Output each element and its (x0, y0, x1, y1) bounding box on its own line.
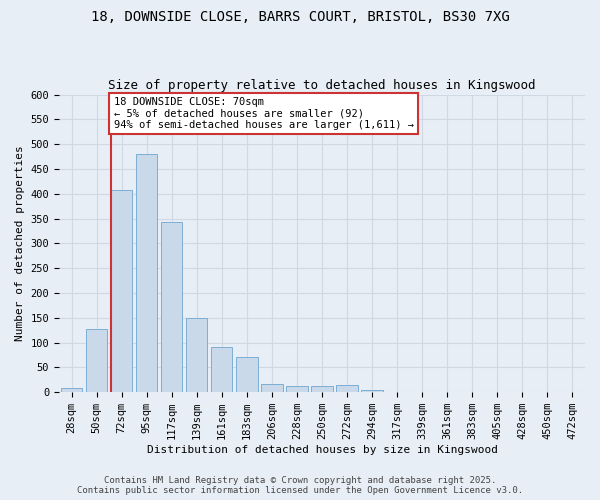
Bar (337, 385, 358, 392)
Bar (361, 390, 383, 392)
Bar (86, 329, 107, 392)
Bar (261, 384, 283, 392)
Y-axis label: Number of detached properties: Number of detached properties (15, 146, 25, 342)
Text: 18 DOWNSIDE CLOSE: 70sqm
← 5% of detached houses are smaller (92)
94% of semi-de: 18 DOWNSIDE CLOSE: 70sqm ← 5% of detache… (113, 97, 413, 130)
Bar (161, 222, 182, 392)
Bar (311, 386, 332, 392)
X-axis label: Distribution of detached houses by size in Kingswood: Distribution of detached houses by size … (146, 445, 497, 455)
Bar (136, 154, 157, 392)
Title: Size of property relative to detached houses in Kingswood: Size of property relative to detached ho… (108, 79, 536, 92)
Bar (286, 386, 308, 392)
Bar (186, 318, 208, 392)
Bar (211, 347, 232, 392)
Bar (61, 388, 82, 392)
Text: Contains HM Land Registry data © Crown copyright and database right 2025.
Contai: Contains HM Land Registry data © Crown c… (77, 476, 523, 495)
Bar (236, 358, 257, 392)
Bar (111, 190, 132, 392)
Text: 18, DOWNSIDE CLOSE, BARRS COURT, BRISTOL, BS30 7XG: 18, DOWNSIDE CLOSE, BARRS COURT, BRISTOL… (91, 10, 509, 24)
